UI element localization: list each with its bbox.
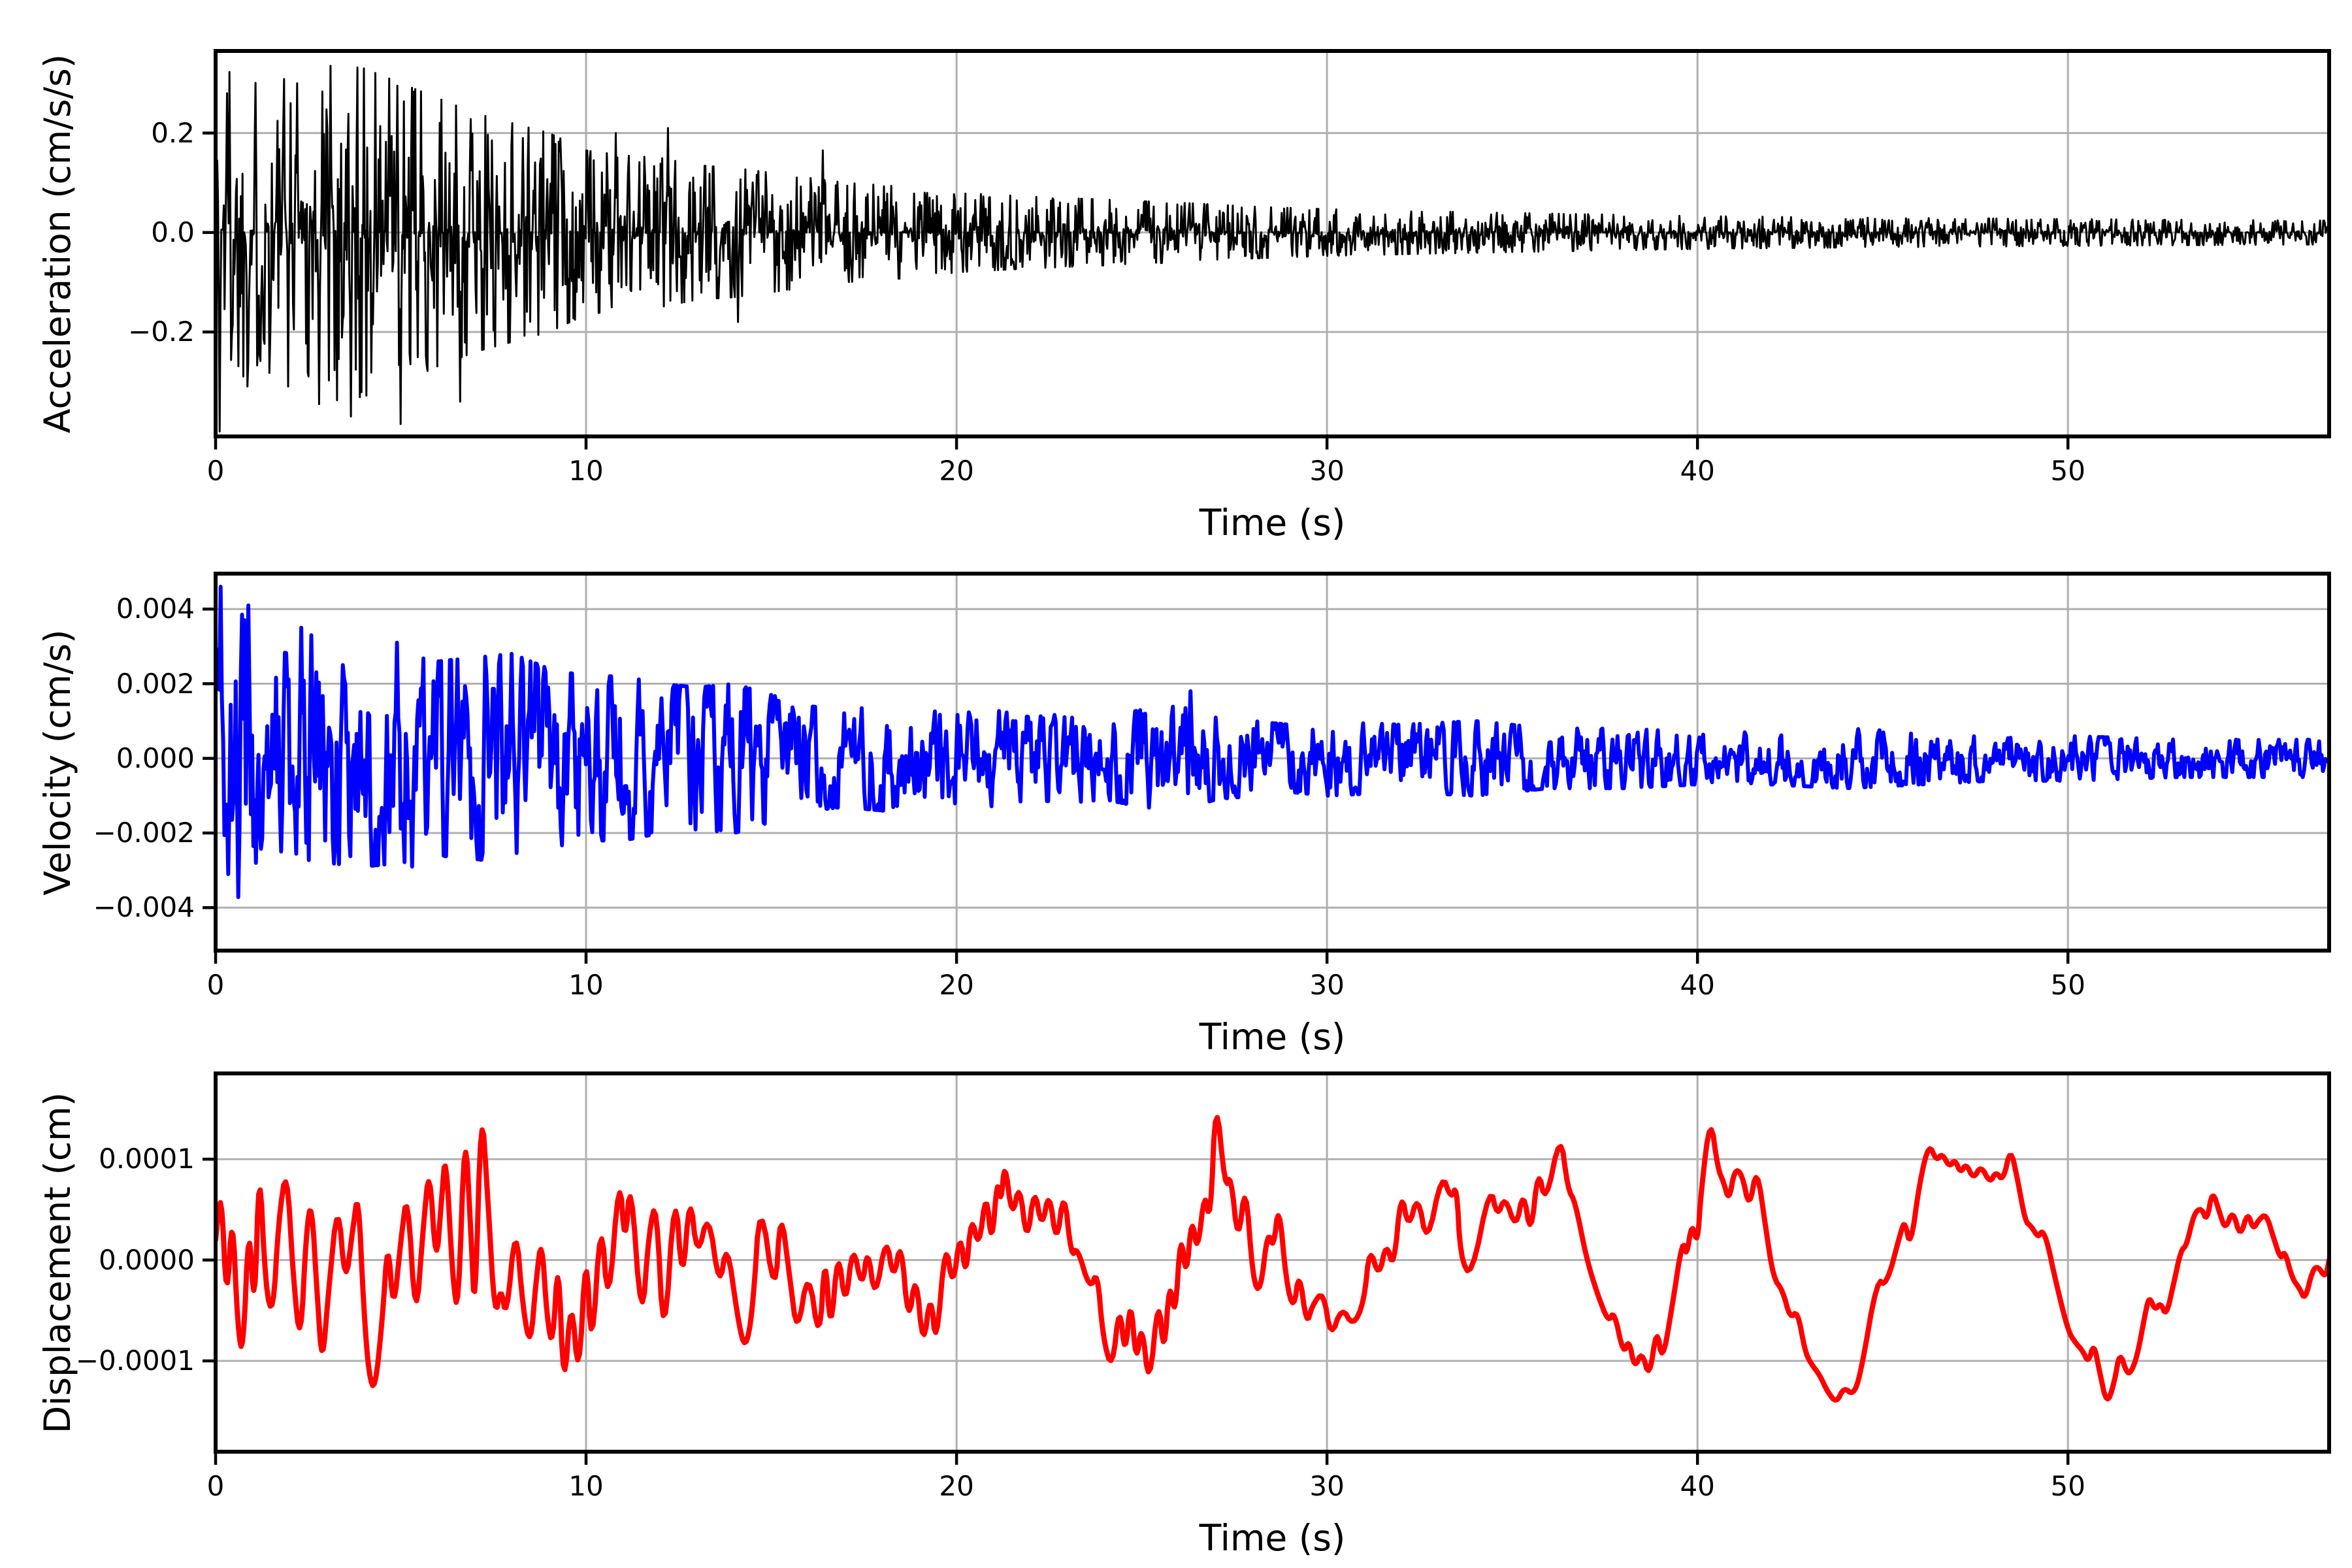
x-tick-label: 0 bbox=[206, 1470, 225, 1502]
y-tick-label: 0.000 bbox=[116, 742, 195, 774]
displacement-y-axis-label: Displacement (cm) bbox=[37, 1092, 78, 1433]
x-tick-label: 20 bbox=[939, 969, 974, 1001]
x-tick-label: 40 bbox=[1680, 969, 1715, 1001]
plot-frame bbox=[214, 49, 2331, 438]
x-tick-label: 50 bbox=[2050, 1470, 2085, 1502]
acceleration-y-axis-label: Acceleration (cm/s/s) bbox=[37, 54, 78, 434]
x-tick-label: 50 bbox=[2050, 455, 2085, 487]
plot-frame bbox=[214, 1071, 2331, 1454]
velocity-plot-canvas bbox=[203, 572, 2331, 964]
velocity-x-axis-label: Time (s) bbox=[1199, 1016, 1346, 1058]
y-tick-label: 0.0001 bbox=[99, 1143, 195, 1175]
y-tick-label: 0.002 bbox=[116, 667, 195, 700]
y-tick-label: −0.004 bbox=[93, 891, 195, 924]
x-tick-label: 10 bbox=[568, 1470, 604, 1502]
y-tick-label: 0.0000 bbox=[99, 1243, 195, 1276]
y-tick-label: 0.2 bbox=[151, 116, 195, 149]
x-tick-label: 30 bbox=[1309, 1470, 1345, 1502]
y-tick-label: 0.0 bbox=[151, 216, 195, 248]
acceleration-trace bbox=[216, 65, 2329, 433]
displacement-x-axis-label: Time (s) bbox=[1199, 1517, 1346, 1559]
x-tick-label: 20 bbox=[939, 1470, 974, 1502]
velocity-trace bbox=[216, 585, 2329, 900]
x-tick-label: 0 bbox=[206, 455, 225, 487]
x-tick-label: 30 bbox=[1309, 455, 1345, 487]
x-tick-label: 10 bbox=[568, 969, 604, 1001]
y-tick-label: 0.004 bbox=[116, 593, 195, 625]
x-tick-label: 40 bbox=[1680, 455, 1715, 487]
x-tick-label: 10 bbox=[568, 455, 604, 487]
y-tick-label: −0.002 bbox=[93, 817, 195, 849]
acceleration-plot-canvas bbox=[203, 49, 2331, 449]
x-tick-label: 0 bbox=[206, 969, 225, 1001]
plot-frame bbox=[214, 572, 2331, 953]
velocity-y-axis-label: Velocity (cm/s) bbox=[37, 629, 78, 896]
x-tick-label: 20 bbox=[939, 455, 974, 487]
x-tick-label: 50 bbox=[2050, 969, 2085, 1001]
y-tick-label: −0.0001 bbox=[75, 1345, 195, 1377]
x-tick-label: 40 bbox=[1680, 1470, 1715, 1502]
displacement-plot-canvas bbox=[203, 1071, 2331, 1465]
acceleration-x-axis-label: Time (s) bbox=[1199, 502, 1346, 544]
displacement-trace bbox=[216, 1115, 2329, 1403]
x-tick-label: 30 bbox=[1309, 969, 1345, 1001]
y-tick-label: −0.2 bbox=[128, 316, 195, 348]
